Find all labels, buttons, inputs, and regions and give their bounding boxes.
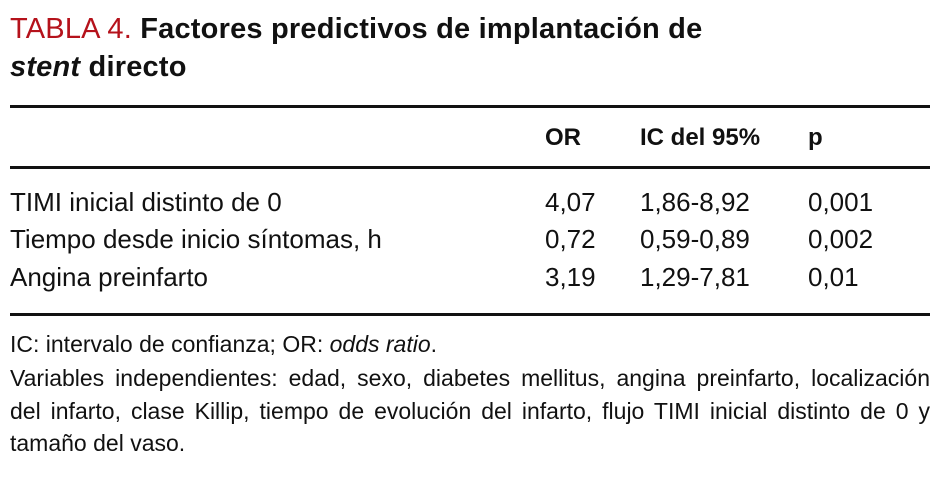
row-label: Tiempo desde inicio síntomas, h — [10, 224, 382, 255]
table-rule-bottom — [10, 313, 930, 317]
table-footnotes: IC: intervalo de confianza; OR: odds rat… — [10, 328, 930, 459]
table-title: TABLA 4. Factores predictivos de implant… — [10, 10, 770, 87]
table-body: TIMI inicial distinto de 0 4,07 1,86-8,9… — [10, 169, 930, 314]
row-or: 4,07 — [545, 186, 596, 217]
row-ic: 0,59-0,89 — [640, 224, 750, 255]
footnote1-suffix: . — [430, 331, 438, 358]
title-text-before: Factores predictivos de implantación de — [140, 13, 703, 45]
table-number: TABLA 4. — [10, 13, 132, 45]
table-header-row: OR IC del 95% p — [10, 108, 930, 166]
header-ic: IC del 95% — [640, 123, 761, 151]
header-p: p — [808, 123, 823, 151]
row-or: 3,19 — [545, 262, 596, 293]
table-row: Angina preinfarto 3,19 1,29-7,81 0,01 — [10, 259, 930, 296]
row-p: 0,001 — [808, 186, 874, 217]
header-or: OR — [545, 123, 581, 151]
table-rule-mid — [10, 165, 930, 169]
row-p: 0,01 — [808, 262, 859, 293]
table-row: TIMI inicial distinto de 0 4,07 1,86-8,9… — [10, 184, 930, 221]
row-ic: 1,86-8,92 — [640, 186, 750, 217]
footnote1-italic: odds ratio — [329, 331, 431, 358]
row-label: Angina preinfarto — [10, 262, 209, 293]
footnote-variables: Variables independientes: edad, sexo, di… — [10, 365, 930, 456]
row-p: 0,002 — [808, 224, 874, 255]
table-rule-top — [10, 104, 930, 108]
footnote-abbreviations: IC: intervalo de confianza; OR: odds rat… — [10, 328, 930, 360]
title-text-after: directo — [80, 51, 187, 84]
footnote1-prefix: IC: intervalo de confianza; OR: — [10, 331, 330, 358]
table-row: Tiempo desde inicio síntomas, h 0,72 0,5… — [10, 221, 930, 258]
results-table: OR IC del 95% p TIMI inicial distinto de… — [10, 104, 930, 317]
title-italic-word: stent — [10, 51, 81, 84]
row-or: 0,72 — [545, 224, 596, 255]
row-ic: 1,29-7,81 — [640, 262, 750, 293]
row-label: TIMI inicial distinto de 0 — [10, 186, 282, 217]
